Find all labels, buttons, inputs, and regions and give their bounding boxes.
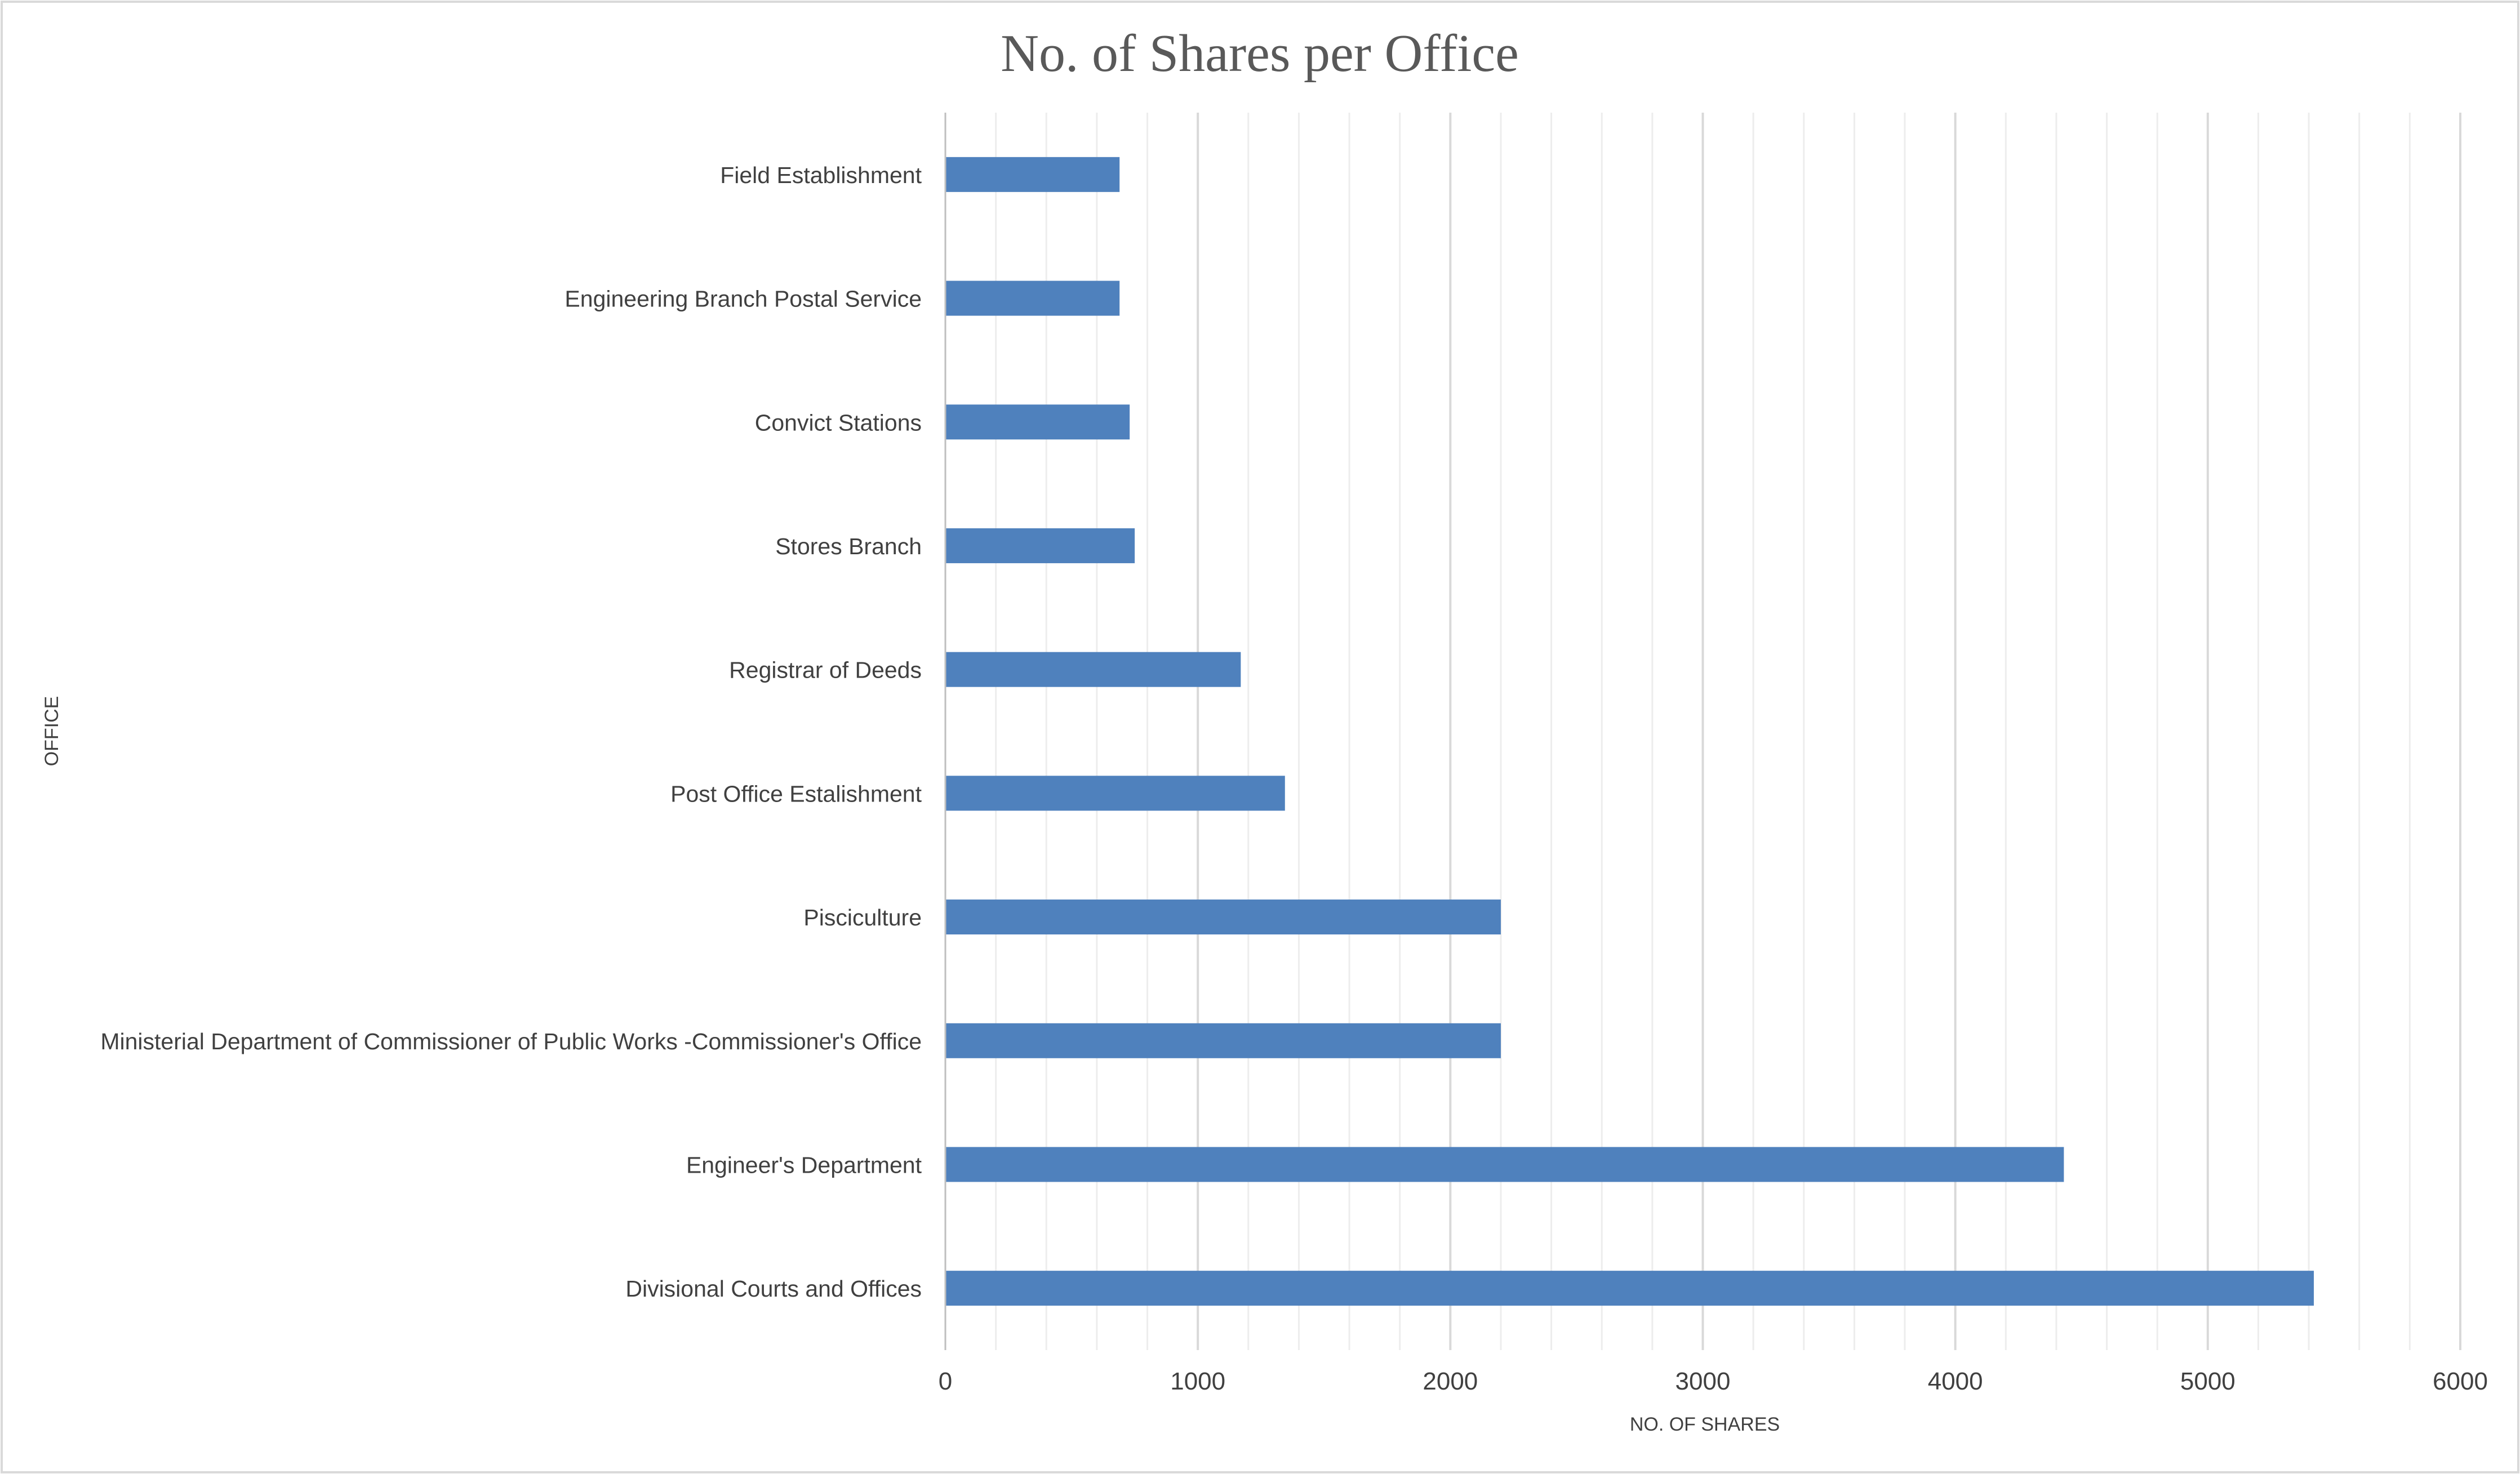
- x-tick-label: 0: [939, 1368, 952, 1395]
- category-label: Post Office Estalishment: [670, 781, 922, 807]
- category-label: Divisional Courts and Offices: [625, 1276, 922, 1302]
- x-tick-labels: 0 1000 2000 3000 4000 5000 6000: [939, 1368, 2488, 1395]
- bar: [945, 1271, 2314, 1306]
- x-axis-title: NO. OF SHARES: [1630, 1414, 1780, 1435]
- category-label: Engineering Branch Postal Service: [565, 286, 922, 312]
- bar: [945, 157, 1120, 192]
- x-tick-label: 6000: [2433, 1368, 2488, 1395]
- chart-title: No. of Shares per Office: [1001, 24, 1519, 83]
- bar: [945, 652, 1241, 687]
- category-label: Ministerial Department of Commissioner o…: [100, 1028, 922, 1054]
- category-label: Stores Branch: [775, 533, 922, 559]
- bar: [945, 280, 1120, 316]
- bar: [945, 899, 1501, 935]
- bar: [945, 1147, 2064, 1182]
- x-tick-label: 4000: [1928, 1368, 1983, 1395]
- gridlines: [995, 113, 2461, 1350]
- category-labels: Divisional Courts and Offices Engineer's …: [100, 162, 922, 1302]
- bars: [945, 157, 2314, 1306]
- bar: [945, 776, 1285, 811]
- x-tick-label: 2000: [1423, 1368, 1478, 1395]
- x-tick-label: 3000: [1675, 1368, 1731, 1395]
- category-label: Engineer's Department: [686, 1152, 922, 1178]
- bar: [945, 404, 1130, 440]
- x-tick-label: 5000: [2180, 1368, 2235, 1395]
- bar: [945, 528, 1135, 563]
- category-label: Field Establishment: [720, 162, 922, 188]
- x-tick-label: 1000: [1170, 1368, 1225, 1395]
- category-label: Pisciculture: [803, 905, 922, 930]
- category-label: Convict Stations: [755, 409, 922, 435]
- bar: [945, 1023, 1501, 1058]
- category-label: Registrar of Deeds: [729, 657, 922, 683]
- y-axis-title: OFFICE: [41, 696, 63, 767]
